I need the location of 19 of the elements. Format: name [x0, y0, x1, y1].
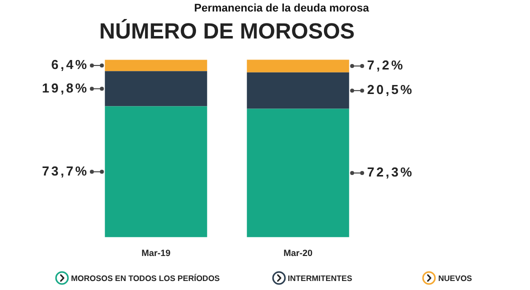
- data-label: 73,7%: [42, 163, 89, 178]
- data-label: 19,8%: [42, 80, 89, 96]
- bar: [246, 60, 350, 72]
- data-label: 7,2%: [367, 58, 405, 73]
- data-label: 6,4%: [51, 57, 89, 72]
- data-label: 20,5%: [367, 82, 414, 98]
- bar: [246, 72, 350, 109]
- legend-label: NUEVOS: [438, 274, 472, 282]
- x-tick-label: Mar-20: [283, 248, 313, 258]
- bar: [104, 60, 208, 72]
- bar: [104, 71, 208, 106]
- bar: [104, 106, 208, 238]
- legend-label: MOROSOS EN TODOS LOS PERÍODOS: [71, 274, 220, 282]
- x-tick-label: Mar-19: [141, 248, 171, 258]
- chart-title: NÚMERO DE MOROSOS: [99, 18, 355, 44]
- chart-subtitle: Permanencia de la deuda morosa: [194, 2, 370, 15]
- data-label: 72,3%: [367, 164, 414, 180]
- bar: [246, 108, 350, 238]
- legend-label: INTERMITENTES: [288, 274, 352, 282]
